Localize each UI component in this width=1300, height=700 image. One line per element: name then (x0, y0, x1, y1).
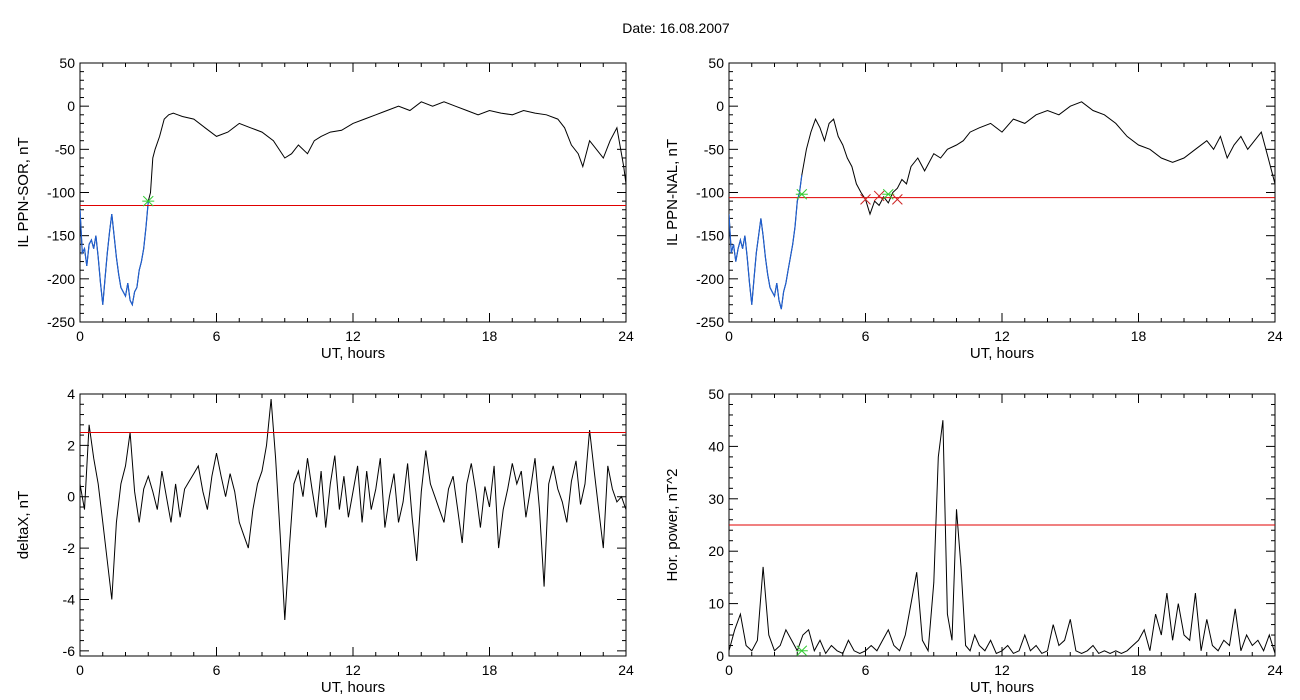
x-tick-label: 18 (1131, 662, 1147, 678)
y-axis-label: IL PPN-NAL, nT (664, 139, 681, 246)
plot-frame (728, 62, 1276, 323)
y-tick-label: -50 (704, 141, 724, 157)
y-tick-label: -2 (63, 540, 76, 556)
y-tick-label: 0 (67, 98, 75, 114)
y-axis-label: Hor. power, nT^2 (664, 469, 681, 582)
chart-panel-top-right: 0 6 12 18 24 -250 -200 -150 -100 -50 0 50 UT, hours I… (664, 55, 1283, 362)
marker-stroke (873, 190, 885, 202)
y-tick-label: 30 (708, 491, 724, 507)
chart-panel-bottom-right: 0 6 12 18 24 0 10 20 30 40 50 UT, hours Hor. power, … (664, 386, 1283, 696)
onset-marker (142, 195, 155, 207)
y-tick-label: 4 (67, 386, 75, 402)
chart-panel-top-left: 0 6 12 18 24 -250 -200 -150 -100 -50 0 50 UT, hours I… (15, 55, 634, 362)
end-marker (860, 194, 871, 205)
onset-marker (882, 188, 895, 200)
y-tick-label: -250 (47, 314, 75, 330)
y-tick-label: -150 (47, 228, 75, 244)
y-tick-label: -4 (63, 591, 76, 607)
y-tick-label: -6 (63, 643, 76, 659)
data-line (729, 101, 1275, 310)
y-tick-label: -100 (696, 185, 724, 201)
x-tick-label: 0 (76, 328, 84, 344)
substorm-segment (80, 201, 149, 307)
x-tick-label: 12 (345, 328, 361, 344)
end-marker (891, 194, 903, 205)
x-tick-label: 24 (618, 662, 634, 678)
y-tick-label: -200 (696, 271, 724, 287)
marker-stroke (891, 194, 903, 205)
y-tick-label: 20 (708, 543, 724, 559)
data-line (729, 420, 1275, 655)
x-tick-label: 24 (1267, 328, 1283, 344)
data-line (80, 399, 626, 621)
x-axis-label: UT, hours (970, 679, 1034, 696)
plot-frame (79, 62, 627, 323)
y-tick-label: 0 (716, 98, 724, 114)
y-tick-label: 10 (708, 596, 724, 612)
y-tick-label: 50 (708, 55, 724, 71)
y-tick-label: -200 (47, 271, 75, 287)
y-tick-label: 0 (716, 648, 724, 664)
substorm-segment (729, 175, 803, 310)
y-tick-label: 50 (708, 386, 724, 402)
y-axis-label: deltaX, nT (15, 491, 32, 559)
x-tick-label: 6 (862, 328, 870, 344)
x-tick-label: 24 (618, 328, 634, 344)
x-tick-label: 24 (1267, 662, 1283, 678)
x-axis-label: UT, hours (321, 345, 385, 362)
x-axis-label: UT, hours (970, 345, 1034, 362)
onset-marker (795, 645, 808, 657)
plot-frame (79, 393, 627, 657)
y-tick-label: 2 (67, 437, 75, 453)
y-tick-label: -150 (696, 228, 724, 244)
onset-marker (795, 188, 808, 200)
x-tick-label: 18 (482, 662, 498, 678)
x-tick-label: 12 (345, 662, 361, 678)
x-tick-label: 6 (213, 662, 221, 678)
x-tick-label: 18 (482, 328, 498, 344)
x-tick-label: 6 (862, 662, 870, 678)
x-tick-label: 12 (994, 328, 1010, 344)
x-axis-label: UT, hours (321, 679, 385, 696)
x-tick-label: 18 (1131, 328, 1147, 344)
end-marker (873, 190, 885, 202)
y-tick-label: -100 (47, 185, 75, 201)
data-line (80, 101, 626, 307)
x-tick-label: 0 (725, 328, 733, 344)
y-tick-label: 50 (59, 55, 75, 71)
y-tick-label: -250 (696, 314, 724, 330)
figure-title: Date: 16.08.2007 (622, 20, 730, 36)
y-tick-label: 0 (67, 489, 75, 505)
y-tick-label: -50 (55, 141, 75, 157)
x-tick-label: 0 (76, 662, 84, 678)
y-tick-label: 40 (708, 438, 724, 454)
y-axis-label: IL PPN-SOR, nT (15, 137, 32, 247)
marker-stroke (860, 194, 871, 205)
x-tick-label: 0 (725, 662, 733, 678)
x-tick-label: 12 (994, 662, 1010, 678)
x-tick-label: 6 (213, 328, 221, 344)
